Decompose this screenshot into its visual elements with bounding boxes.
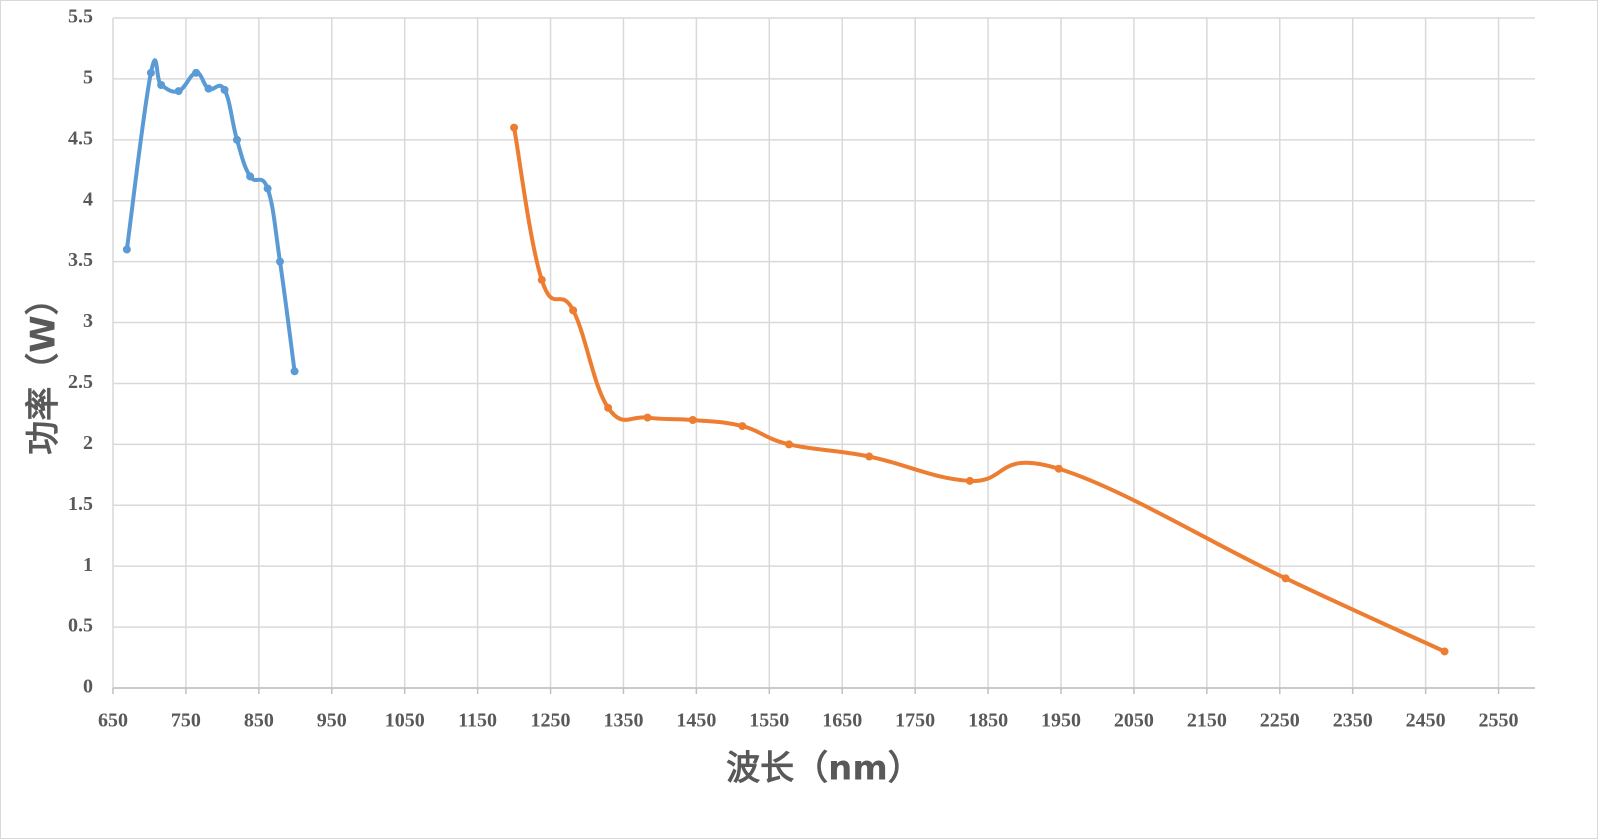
x-tick-label: 850 xyxy=(244,710,274,732)
x-tick-label: 1550 xyxy=(749,710,789,732)
y-tick-label: 4 xyxy=(83,188,93,210)
x-tick-label: 650 xyxy=(98,710,128,732)
point xyxy=(604,403,613,412)
y-tick-label: 3 xyxy=(83,310,93,332)
x-tick-label: 1650 xyxy=(822,710,862,732)
point xyxy=(643,413,652,422)
y-tick-label: 4.5 xyxy=(68,127,93,149)
point xyxy=(122,245,131,254)
x-tick-label: 2150 xyxy=(1187,710,1227,732)
point xyxy=(1054,464,1063,473)
x-axis-title: 波长（nm） xyxy=(726,749,922,789)
y-tick-label: 2 xyxy=(83,432,93,454)
y-tick-label: 2.5 xyxy=(68,371,93,393)
point xyxy=(204,84,213,93)
point xyxy=(146,68,155,77)
x-tick-label: 2450 xyxy=(1406,710,1446,732)
point xyxy=(537,275,546,284)
point xyxy=(1281,574,1290,583)
x-tick-label: 1250 xyxy=(531,710,571,732)
point xyxy=(246,172,255,181)
x-tick-label: 1450 xyxy=(676,710,716,732)
point xyxy=(275,257,284,266)
point xyxy=(220,85,229,94)
point xyxy=(263,184,272,193)
x-tick-label: 1350 xyxy=(603,710,643,732)
y-tick-label: 0 xyxy=(83,676,93,698)
x-tick-label: 950 xyxy=(317,710,347,732)
point xyxy=(784,440,793,449)
point xyxy=(174,87,183,96)
x-tick-label: 750 xyxy=(171,710,201,732)
point xyxy=(510,123,519,132)
point xyxy=(738,422,747,431)
point xyxy=(1440,647,1449,656)
point xyxy=(965,476,974,485)
y-tick-label: 1.5 xyxy=(68,493,93,515)
point xyxy=(157,81,166,89)
point xyxy=(290,367,299,376)
line xyxy=(124,58,297,372)
y-axis-title: 功率（W） xyxy=(24,281,64,455)
x-tick-label: 2050 xyxy=(1114,710,1154,732)
y-tick-label: 1 xyxy=(83,554,93,576)
point xyxy=(232,135,241,144)
x-tick-label: 1150 xyxy=(458,710,497,732)
x-tick-label: 1750 xyxy=(895,710,935,732)
y-tick-label: 3.5 xyxy=(68,249,93,271)
point xyxy=(192,68,201,77)
x-tick-label: 1850 xyxy=(968,710,1008,732)
y-tick-label: 5 xyxy=(83,67,93,89)
point xyxy=(688,416,697,424)
x-tick-label: 2250 xyxy=(1260,710,1300,732)
x-tick-label: 2350 xyxy=(1333,710,1373,732)
x-tick-label: 1950 xyxy=(1041,710,1081,732)
x-tick-label: 1050 xyxy=(385,710,425,732)
point xyxy=(865,452,874,461)
x-tick-label: 2550 xyxy=(1479,710,1519,732)
point xyxy=(569,306,578,315)
y-tick-label: 5.5 xyxy=(68,6,93,28)
y-tick-label: 0.5 xyxy=(68,615,93,637)
